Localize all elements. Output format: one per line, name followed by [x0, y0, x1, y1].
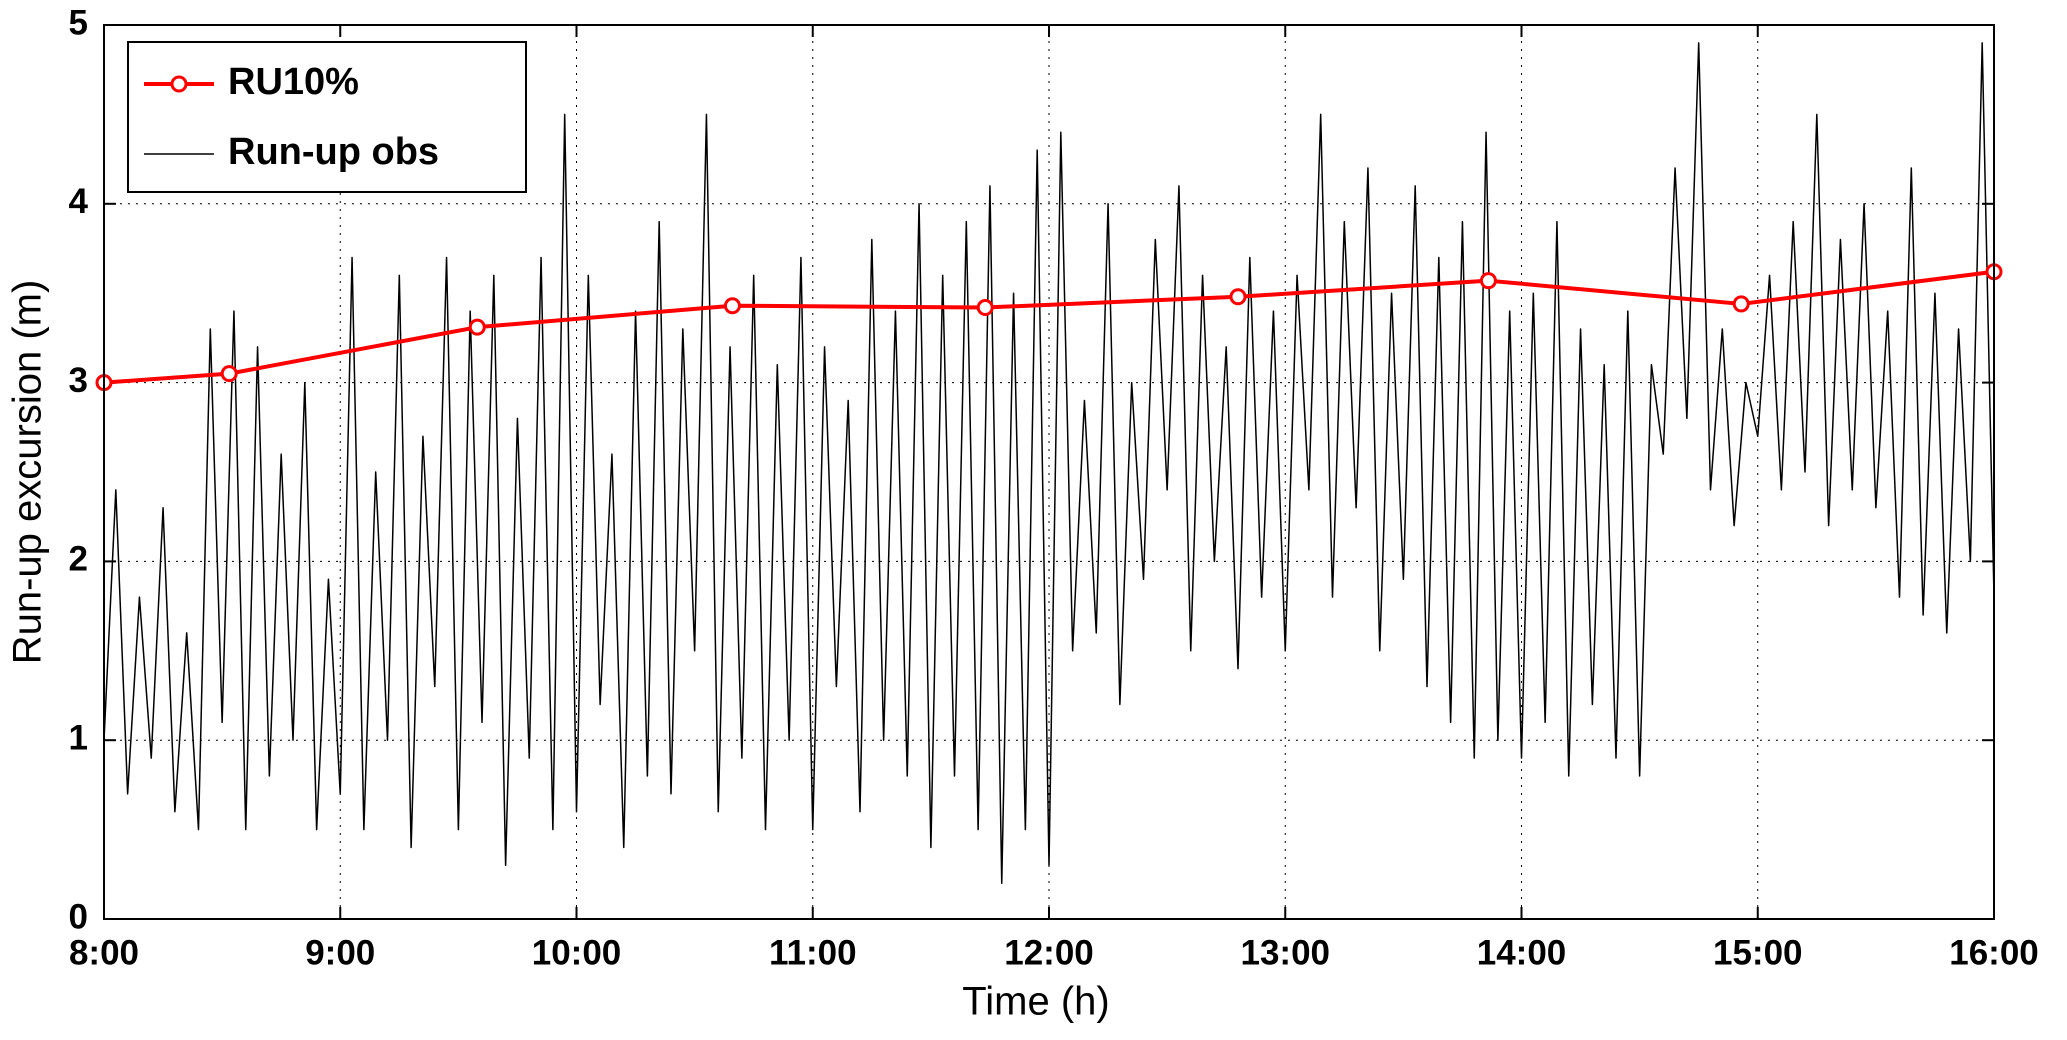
y-tick-label: 2 — [69, 540, 88, 579]
y-tick-label: 5 — [69, 3, 88, 42]
x-tick-label: 12:00 — [1004, 933, 1094, 972]
data-point — [976, 299, 994, 317]
legend-marker — [170, 75, 188, 93]
legend-box — [127, 41, 527, 193]
legend-label: Run-up obs — [228, 131, 439, 173]
data-point — [1732, 295, 1750, 313]
x-tick-label: 9:00 — [305, 933, 375, 972]
y-tick-label: 4 — [69, 182, 89, 221]
data-point — [468, 318, 486, 336]
data-point — [1229, 288, 1247, 306]
x-tick-label: 10:00 — [532, 933, 622, 972]
plot-frame — [103, 24, 1995, 920]
data-point — [220, 365, 238, 383]
x-axis-label: Time (h) — [962, 980, 1109, 1024]
y-axis-label: Run-up excursion (m) — [6, 280, 50, 665]
data-point — [1479, 272, 1497, 290]
x-tick-label: 13:00 — [1240, 933, 1330, 972]
data-point — [723, 297, 741, 315]
y-tick-label: 0 — [69, 897, 88, 936]
x-tick-label: 8:00 — [69, 933, 139, 972]
legend-label: RU10% — [228, 61, 359, 103]
y-tick-label: 1 — [69, 718, 88, 757]
x-tick-label: 16:00 — [1949, 933, 2039, 972]
y-tick-label: 3 — [69, 361, 88, 400]
x-tick-label: 14:00 — [1477, 933, 1567, 972]
x-tick-label: 11:00 — [769, 933, 857, 972]
series-line — [103, 42, 1995, 884]
x-tick-label: 15:00 — [1713, 933, 1803, 972]
